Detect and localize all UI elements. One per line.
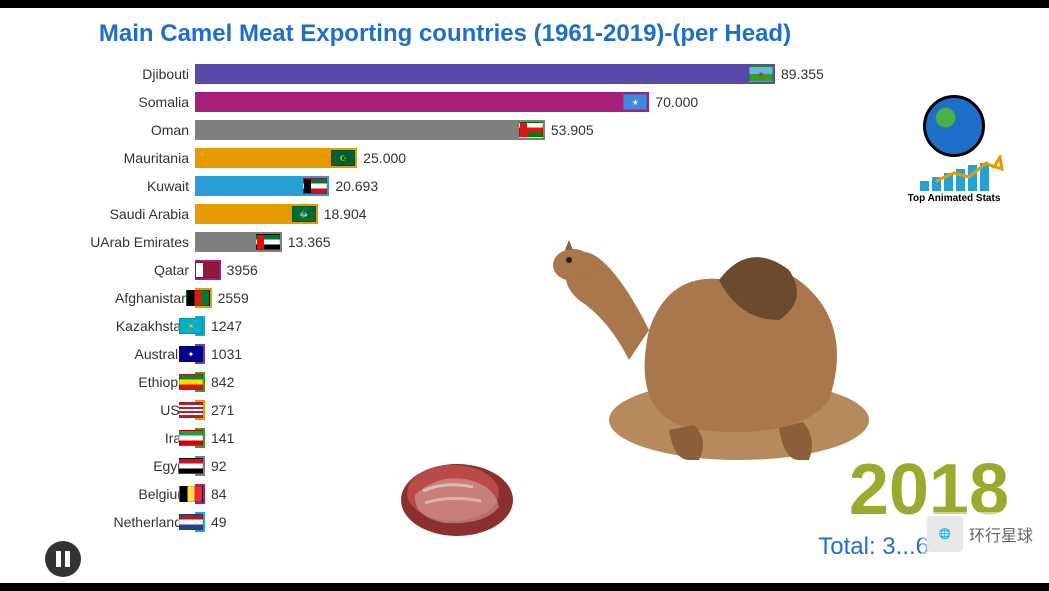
value-label: 1031	[211, 346, 242, 362]
flag-icon	[303, 178, 327, 194]
bar	[195, 512, 205, 532]
value-label: 92	[211, 458, 227, 474]
country-label: Djibouti	[30, 66, 195, 82]
flag-icon: ✦	[179, 346, 203, 362]
watermark-text: 环行星球	[969, 522, 1033, 546]
meat-image	[395, 445, 520, 540]
bar	[195, 428, 205, 448]
value-label: 13.365	[288, 234, 331, 250]
value-label: 271	[211, 402, 234, 418]
value-label: 89.355	[781, 66, 824, 82]
country-label: Ethiopia	[30, 374, 195, 390]
watermark-avatar: 🌐	[927, 516, 963, 552]
flag-icon: ☀	[179, 318, 203, 334]
bar	[195, 232, 282, 252]
flag-icon	[519, 122, 543, 138]
bar-row: Somalia ★ 70.000	[30, 88, 800, 116]
bar: ☪	[195, 148, 357, 168]
bar-wrap: 53.905	[195, 119, 800, 141]
flag-icon	[179, 514, 203, 530]
country-label: UArab Emirates	[30, 234, 195, 250]
bar: ☀	[195, 316, 205, 336]
country-label: Somalia	[30, 94, 195, 110]
flag-icon	[179, 486, 203, 502]
chart-title: Main Camel Meat Exporting countries (196…	[90, 20, 800, 48]
country-label: Mauritania	[30, 150, 195, 166]
country-label: Iran	[30, 430, 195, 446]
bar-wrap: ☪ 25.000	[195, 147, 800, 169]
flag-icon	[179, 402, 203, 418]
bar-wrap: 20.693	[195, 175, 800, 197]
bar-wrap: ★ 89.355	[195, 63, 824, 85]
flag-icon	[179, 430, 203, 446]
country-label: Egypt	[30, 458, 195, 474]
value-label: 53.905	[551, 122, 594, 138]
pause-button[interactable]	[45, 541, 81, 577]
bar-row: Djibouti★89.355	[30, 60, 800, 88]
globe-icon	[923, 95, 985, 157]
country-label: Netherlands	[30, 514, 195, 530]
bar: ✦	[195, 344, 205, 364]
flag-icon	[186, 290, 210, 306]
flag-icon: ☪	[331, 150, 355, 166]
flag-icon	[256, 234, 280, 250]
flag-icon	[179, 458, 203, 474]
value-label: 141	[211, 430, 234, 446]
value-label: 3956	[227, 262, 258, 278]
value-label: 2559	[218, 290, 249, 306]
bar	[195, 456, 205, 476]
bar	[195, 288, 212, 308]
camel-image	[519, 210, 879, 470]
bar	[195, 176, 329, 196]
country-label: Kuwait	[30, 178, 195, 194]
value-label: 25.000	[363, 150, 406, 166]
country-label: Australia	[30, 346, 195, 362]
bar: ﷻ	[195, 204, 318, 224]
channel-logo: Top Animated Stats	[894, 95, 1014, 204]
bar-row: Oman 53.905	[30, 116, 800, 144]
logo-text: Top Animated Stats	[894, 193, 1014, 204]
value-label: 1247	[211, 318, 242, 334]
value-label: 84	[211, 486, 227, 502]
bar-row: Kuwait 20.693	[30, 172, 800, 200]
country-label: USA	[30, 402, 195, 418]
country-label: Kazakhstan	[30, 318, 195, 334]
watermark: 🌐 环行星球	[921, 512, 1039, 556]
bar	[195, 120, 545, 140]
bar-wrap: ★ 70.000	[195, 91, 800, 113]
bar: ★	[195, 64, 775, 84]
value-label: 18.904	[324, 206, 367, 222]
flag-icon	[179, 374, 203, 390]
value-label: 70.000	[655, 94, 698, 110]
value-label: 49	[211, 514, 227, 530]
flag-icon: ﷻ	[292, 206, 316, 222]
bar	[195, 372, 205, 392]
country-label: Saudi Arabia	[30, 206, 195, 222]
country-label: Belgium	[30, 486, 195, 502]
bar-row: Mauritania ☪ 25.000	[30, 144, 800, 172]
flag-icon	[195, 262, 219, 278]
total-label: Total: 3...6	[818, 533, 929, 561]
flag-icon: ★	[623, 94, 647, 110]
country-label: Qatar	[30, 262, 195, 278]
arrow-icon	[934, 155, 1004, 185]
bar	[195, 400, 205, 420]
value-label: 842	[211, 374, 234, 390]
bar	[195, 484, 205, 504]
bar	[195, 260, 221, 280]
value-label: 20.693	[335, 178, 378, 194]
country-label: Afghanistan	[30, 290, 195, 306]
flag-icon: ★	[749, 66, 773, 82]
country-label: Oman	[30, 122, 195, 138]
bar: ★	[195, 92, 649, 112]
